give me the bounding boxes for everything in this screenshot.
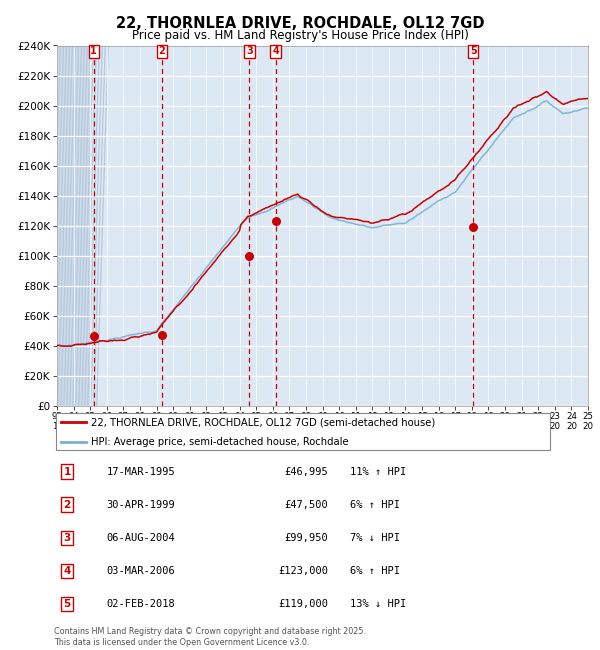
Text: £123,000: £123,000 <box>278 566 329 576</box>
Text: 3: 3 <box>64 533 71 543</box>
Text: 7% ↓ HPI: 7% ↓ HPI <box>350 533 400 543</box>
Text: 13% ↓ HPI: 13% ↓ HPI <box>350 599 406 609</box>
Text: 30-APR-1999: 30-APR-1999 <box>107 500 176 510</box>
Bar <box>57 46 90 406</box>
Text: 22, THORNLEA DRIVE, ROCHDALE, OL12 7GD: 22, THORNLEA DRIVE, ROCHDALE, OL12 7GD <box>116 16 484 31</box>
Text: 6% ↑ HPI: 6% ↑ HPI <box>350 566 400 576</box>
Text: 2: 2 <box>64 500 71 510</box>
Text: 03-MAR-2006: 03-MAR-2006 <box>107 566 176 576</box>
Text: 17-MAR-1995: 17-MAR-1995 <box>107 467 176 476</box>
Text: 4: 4 <box>64 566 71 576</box>
Text: 5: 5 <box>64 599 71 609</box>
Text: 2: 2 <box>158 46 166 57</box>
Text: 02-FEB-2018: 02-FEB-2018 <box>107 599 176 609</box>
Text: 3: 3 <box>246 46 253 57</box>
FancyBboxPatch shape <box>56 413 550 450</box>
Text: HPI: Average price, semi-detached house, Rochdale: HPI: Average price, semi-detached house,… <box>91 437 349 447</box>
Text: 6% ↑ HPI: 6% ↑ HPI <box>350 500 400 510</box>
Text: 4: 4 <box>272 46 279 57</box>
Text: £46,995: £46,995 <box>285 467 329 476</box>
Text: 06-AUG-2004: 06-AUG-2004 <box>107 533 176 543</box>
Text: £47,500: £47,500 <box>285 500 329 510</box>
Text: 11% ↑ HPI: 11% ↑ HPI <box>350 467 406 476</box>
Text: 1: 1 <box>90 46 97 57</box>
Text: 5: 5 <box>470 46 477 57</box>
Text: 1: 1 <box>64 467 71 476</box>
Text: Contains HM Land Registry data © Crown copyright and database right 2025.
This d: Contains HM Land Registry data © Crown c… <box>54 627 366 647</box>
Text: £99,950: £99,950 <box>285 533 329 543</box>
Text: Price paid vs. HM Land Registry's House Price Index (HPI): Price paid vs. HM Land Registry's House … <box>131 29 469 42</box>
Text: 22, THORNLEA DRIVE, ROCHDALE, OL12 7GD (semi-detached house): 22, THORNLEA DRIVE, ROCHDALE, OL12 7GD (… <box>91 417 436 427</box>
Text: £119,000: £119,000 <box>278 599 329 609</box>
